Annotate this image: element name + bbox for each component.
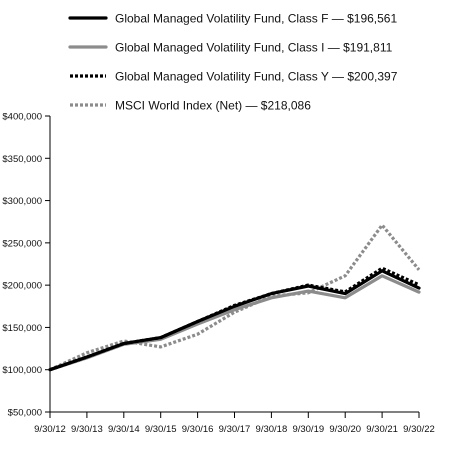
y-tick-label: $300,000 <box>2 196 42 207</box>
x-tick-label: 9/30/22 <box>403 424 435 435</box>
chart-axes: $50,000 $100,000 $150,000 $200,000 $250,000 $… <box>2 112 434 436</box>
series-line-3 <box>49 266 420 372</box>
x-tick-label: 9/30/12 <box>34 424 66 435</box>
legend-label-4: MSCI World Index (Net) — $218,086 <box>115 99 311 113</box>
x-tick-label: 9/30/20 <box>329 424 361 435</box>
y-tick-label: $200,000 <box>2 281 42 292</box>
y-tick-label: $100,000 <box>2 365 42 376</box>
series-line-4 <box>49 223 421 372</box>
y-tick-label: $50,000 <box>8 408 42 419</box>
chart-legend: Global Managed Volatility Fund, Class F … <box>68 12 398 113</box>
y-tick-label: $250,000 <box>2 238 42 249</box>
x-tick-label: 9/30/18 <box>256 424 288 435</box>
legend-label-1: Global Managed Volatility Fund, Class F … <box>115 12 397 26</box>
x-tick-label: 9/30/17 <box>219 424 251 435</box>
y-tick-label: $400,000 <box>2 112 42 123</box>
x-tick-label: 9/30/14 <box>108 424 140 435</box>
x-tick-label: 9/30/19 <box>292 424 324 435</box>
legend-label-2: Global Managed Volatility Fund, Class I … <box>115 41 393 55</box>
y-tick-label: $350,000 <box>2 154 42 165</box>
x-tick-label: 9/30/13 <box>71 424 103 435</box>
y-tick-label: $150,000 <box>2 323 42 334</box>
x-tick-label: 9/30/16 <box>182 424 214 435</box>
x-tick-label: 9/30/15 <box>145 424 177 435</box>
chart-series <box>48 223 421 372</box>
series-line-2 <box>48 274 421 372</box>
legend-label-3: Global Managed Volatility Fund, Class Y … <box>115 70 398 84</box>
x-tick-label: 9/30/21 <box>366 424 398 435</box>
